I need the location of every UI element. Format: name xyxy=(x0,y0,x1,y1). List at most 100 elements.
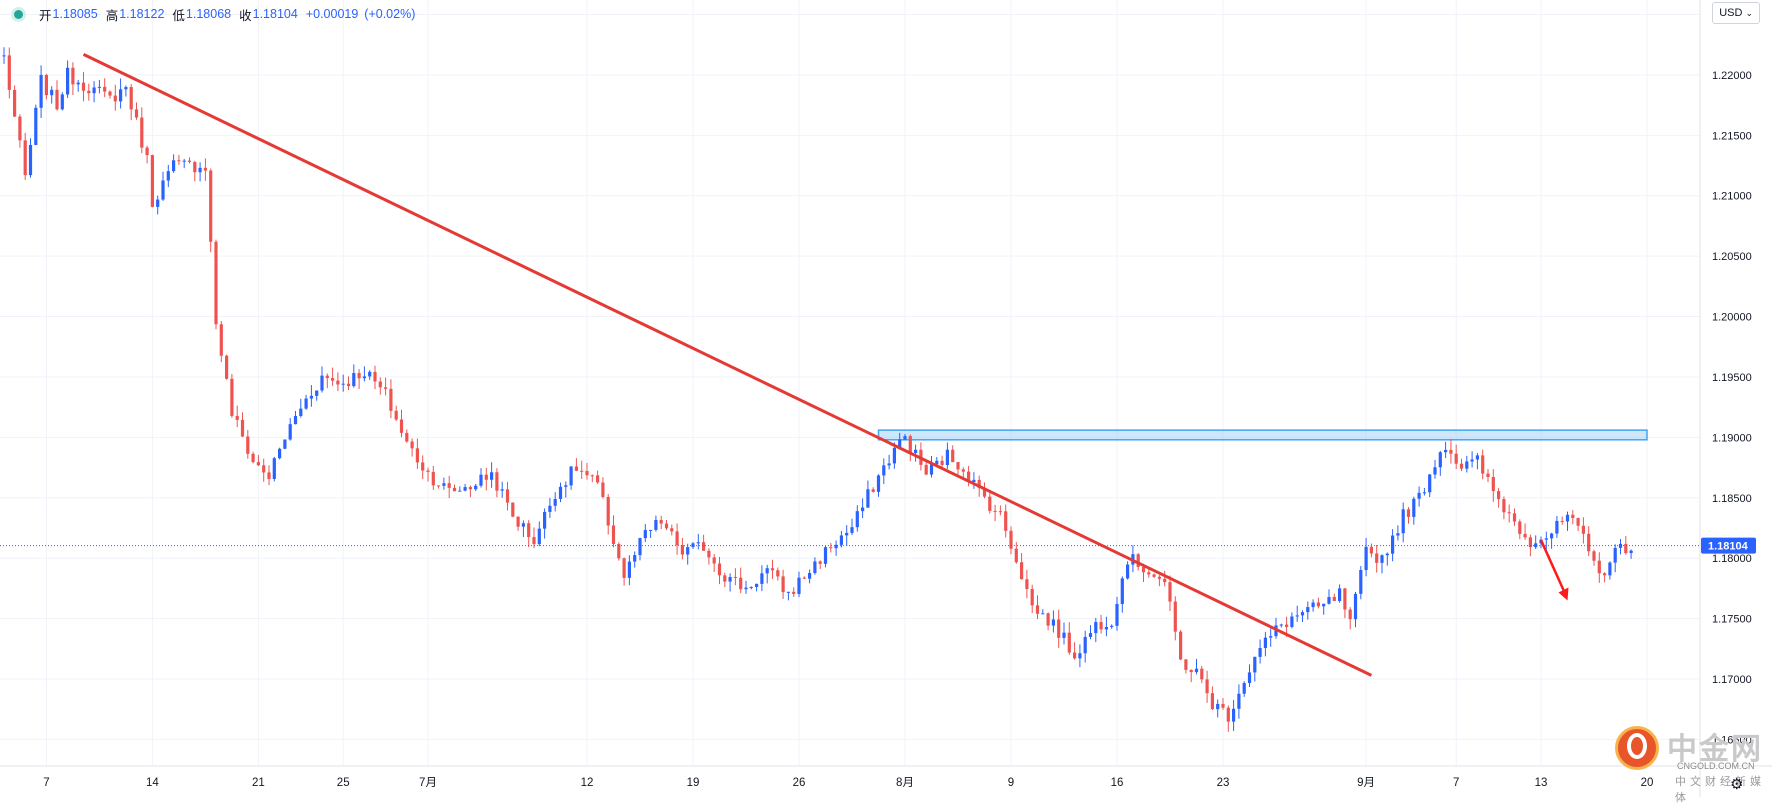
candle-down xyxy=(225,355,229,379)
candle-down xyxy=(574,466,578,471)
candle-down xyxy=(1179,631,1183,660)
candle-up xyxy=(320,375,324,391)
candle-down xyxy=(399,419,404,433)
candle-up xyxy=(1565,514,1570,522)
candle-down xyxy=(1099,622,1103,630)
candle-up xyxy=(1396,533,1400,536)
candle-down xyxy=(1459,463,1464,469)
candle-down xyxy=(516,516,520,527)
candle-up xyxy=(1534,543,1538,548)
settings-gear-icon[interactable]: ⚙ xyxy=(1730,776,1744,793)
candle-up xyxy=(1051,619,1055,626)
candle-down xyxy=(1624,543,1628,554)
candle-down xyxy=(1189,669,1193,673)
currency-button[interactable]: USD ⌄ xyxy=(1712,2,1760,24)
candle-down xyxy=(739,577,743,590)
candle-up xyxy=(765,568,769,574)
candle-up xyxy=(914,449,918,453)
candle-up xyxy=(1094,622,1098,634)
candle-down xyxy=(389,388,393,411)
candle-up xyxy=(1110,625,1114,627)
candle-up xyxy=(728,576,732,582)
candle-up xyxy=(808,572,812,579)
candle-down xyxy=(680,545,684,555)
candle-down xyxy=(505,489,510,503)
candle-down xyxy=(988,496,992,511)
candle-up xyxy=(903,436,907,440)
x-tick-label: 20 xyxy=(1641,777,1654,789)
last-price-label: 1.18104 xyxy=(1701,537,1756,554)
candle-up xyxy=(861,507,865,512)
price-axis[interactable]: 1.16500 1.17000 1.17500 1.18000 1.18500 1.190… xyxy=(1712,9,1752,746)
candle-up xyxy=(823,547,828,564)
candle-up xyxy=(1353,593,1358,620)
open-value: 1.18085 xyxy=(52,7,98,21)
candle-up xyxy=(760,573,764,584)
candle-down xyxy=(7,55,11,90)
candle-up xyxy=(797,577,801,594)
y-tick-label: 1.21500 xyxy=(1712,130,1752,142)
candle-up xyxy=(1088,633,1093,637)
candle-down xyxy=(1332,596,1336,601)
candle-down xyxy=(145,147,149,156)
candle-up xyxy=(1555,520,1559,534)
candle-up xyxy=(92,87,96,94)
candle-up xyxy=(1126,564,1130,579)
y-tick-label: 1.18500 xyxy=(1712,493,1752,505)
candle-down xyxy=(378,381,382,388)
candle-down xyxy=(606,496,610,526)
candle-down xyxy=(956,462,960,470)
candle-down xyxy=(998,511,1002,513)
candle-down xyxy=(733,576,737,578)
candle-down xyxy=(1406,509,1411,517)
candle-down xyxy=(527,523,531,538)
trendline-segment[interactable] xyxy=(82,53,1373,677)
candle-down xyxy=(670,528,674,532)
candle-down xyxy=(426,470,430,472)
candle-down xyxy=(951,449,955,463)
candle-down xyxy=(1369,546,1373,554)
candle-up xyxy=(1438,452,1442,468)
candle-down xyxy=(802,577,806,579)
candle-up xyxy=(1290,616,1294,627)
candle-down xyxy=(1481,455,1485,474)
x-tick-label: 19 xyxy=(687,777,700,789)
candle-down xyxy=(203,167,207,171)
candle-down xyxy=(23,140,27,176)
candle-up xyxy=(850,527,854,533)
y-tick-label: 1.20000 xyxy=(1712,312,1752,324)
candle-down xyxy=(961,469,965,472)
candle-up xyxy=(855,511,859,528)
x-tick-label: 7月 xyxy=(419,777,437,789)
candle-down xyxy=(717,563,722,576)
change-value: +0.00019 xyxy=(305,7,359,21)
candle-down xyxy=(193,162,197,173)
x-tick-label: 16 xyxy=(1111,777,1124,789)
candle-up xyxy=(500,489,504,491)
candle-down xyxy=(246,436,250,454)
x-tick-label: 7 xyxy=(43,777,49,789)
trendline[interactable] xyxy=(82,53,1373,677)
candle-up xyxy=(34,107,38,145)
candle-down xyxy=(1502,499,1506,513)
logo-icon xyxy=(1615,726,1659,770)
candle-down xyxy=(1014,548,1018,563)
candle-down xyxy=(1035,605,1040,614)
candle-down xyxy=(134,109,139,118)
candle-down xyxy=(511,502,515,517)
arrow-head xyxy=(1558,587,1569,601)
candle-down xyxy=(219,324,223,356)
candle-up xyxy=(1083,636,1087,654)
candle-up xyxy=(1306,607,1310,613)
candle-up xyxy=(627,561,631,578)
candle-up xyxy=(935,460,939,465)
candle-down xyxy=(829,547,833,549)
candle-up xyxy=(892,447,896,464)
candle-down xyxy=(1486,473,1490,478)
candle-up xyxy=(537,528,541,545)
time-axis[interactable]: 7 14 21 25 7月 12 19 26 8月 9 16 23 9月 7 13 20 xyxy=(43,777,1653,789)
candle-up xyxy=(1629,550,1633,554)
candle-down xyxy=(776,570,780,577)
candle-up xyxy=(1237,693,1241,709)
